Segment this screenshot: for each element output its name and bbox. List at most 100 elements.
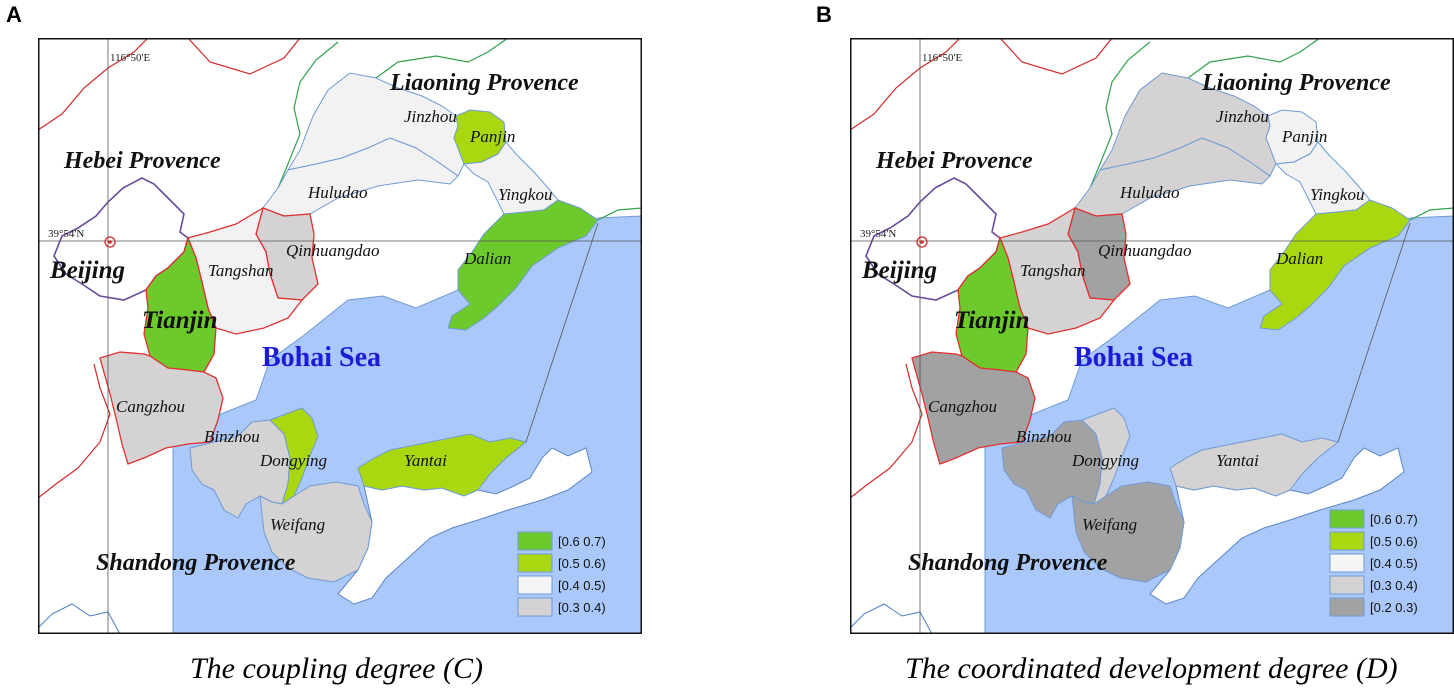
legend-swatch	[517, 531, 553, 551]
legend-swatch	[517, 553, 553, 573]
hebei-label: Hebei Provence	[63, 148, 221, 174]
legend-swatch	[517, 575, 553, 595]
city-label-dalian: Dalian	[1275, 249, 1323, 268]
capital-marker	[916, 236, 928, 248]
caption-a-close: )	[473, 652, 483, 685]
city-label-huludao: Huludao	[1119, 183, 1180, 202]
city-label-qinhuangdao: Qinhuangdao	[286, 241, 380, 260]
region-weifang	[259, 481, 373, 583]
province-border	[850, 38, 961, 131]
legend-label: [0.5 0.6)	[558, 556, 606, 571]
map-frame	[850, 38, 1454, 634]
region-yantai	[357, 433, 528, 497]
map-frame	[38, 38, 642, 634]
legend-swatch	[1329, 575, 1365, 595]
guide-line	[1337, 222, 1411, 443]
legend-swatch	[517, 597, 553, 617]
beijing-label: Beijing	[861, 257, 937, 284]
city-label-yingkou: Yingkou	[498, 185, 552, 204]
province-border	[38, 38, 149, 131]
region-huludao	[1074, 137, 1271, 217]
legend-swatch	[1329, 509, 1365, 529]
legend-label: [0.2 0.3)	[1370, 600, 1418, 615]
caption-a-text: The coupling degree (	[190, 652, 453, 685]
province-border	[1187, 38, 1321, 79]
city-label-panjin: Panjin	[1281, 127, 1327, 146]
region-dalian	[447, 199, 599, 331]
province-border	[38, 363, 111, 499]
city-label-binzhou: Binzhou	[204, 427, 260, 446]
province-border	[850, 363, 923, 499]
city-label-jinzhou: Jinzhou	[1216, 107, 1269, 126]
legend-label: [0.3 0.4)	[1370, 578, 1418, 593]
panel-b-caption: The coordinated development degree (D)	[905, 652, 1398, 686]
panel-a-caption: The coupling degree (C)	[190, 652, 483, 686]
region-tianjin	[143, 235, 217, 373]
caption-b-text: The coordinated development degree (	[905, 652, 1366, 685]
province-border	[1089, 41, 1151, 189]
legend-label: [0.6 0.7)	[1370, 512, 1418, 527]
coordinated-development-map: 116°50'E 39°54'N Liaoning Provence Hebei Pr…	[850, 38, 1454, 634]
bohai-sea-label: Bohai Sea	[262, 342, 381, 373]
region-huludao	[262, 137, 459, 217]
city-label-cangzhou: Cangzhou	[928, 397, 997, 416]
city-label-yingkou: Yingkou	[1310, 185, 1364, 204]
city-label-cangzhou: Cangzhou	[116, 397, 185, 416]
legend-swatch	[1329, 553, 1365, 573]
region-tianjin	[955, 235, 1029, 373]
city-label-tangshan: Tangshan	[1020, 261, 1086, 280]
capital-dot	[920, 240, 924, 244]
region-dongying	[269, 407, 319, 506]
city-label-jinzhou: Jinzhou	[404, 107, 457, 126]
panel-a-letter: A	[6, 2, 22, 27]
shandong-label: Shandong Provence	[908, 550, 1108, 576]
caption-b-var: D	[1365, 652, 1388, 685]
city-label-binzhou: Binzhou	[1016, 427, 1072, 446]
legend-label: [0.3 0.4)	[558, 600, 606, 615]
region-yantai	[1169, 433, 1340, 497]
province-border	[187, 38, 301, 75]
tianjin-label: Tianjin	[954, 307, 1030, 334]
shandong-label: Shandong Provence	[96, 550, 296, 576]
city-label-panjin: Panjin	[469, 127, 515, 146]
city-label-huludao: Huludao	[307, 183, 368, 202]
legend-label: [0.6 0.7)	[558, 534, 606, 549]
hebei-label: Hebei Provence	[875, 148, 1033, 174]
region-dalian	[1259, 199, 1411, 331]
region-weifang	[1071, 481, 1185, 583]
tianjin-label: Tianjin	[142, 307, 218, 334]
river	[38, 603, 121, 634]
capital-dot	[108, 240, 112, 244]
legend-label: [0.4 0.5)	[558, 578, 606, 593]
guide-line	[525, 222, 599, 443]
liaoning-label: Liaoning Provence	[1201, 70, 1391, 96]
province-border	[999, 38, 1113, 75]
province-border	[277, 41, 339, 189]
legend-swatch	[1329, 597, 1365, 617]
longitude-label: 116°50'E	[110, 52, 150, 64]
liaoning-label: Liaoning Provence	[389, 70, 579, 96]
latitude-label: 39°54'N	[860, 228, 896, 240]
city-label-tangshan: Tangshan	[208, 261, 274, 280]
city-label-dalian: Dalian	[463, 249, 511, 268]
capital-marker	[104, 236, 116, 248]
city-label-dongying: Dongying	[1071, 451, 1139, 470]
city-label-weifang: Weifang	[270, 515, 325, 534]
legend-swatch	[1329, 531, 1365, 551]
region-dongying	[1081, 407, 1131, 506]
coupling-degree-map: 116°50'E 39°54'N Liaoning Provence Hebei Pr…	[38, 38, 642, 634]
caption-a-var: C	[452, 652, 473, 685]
legend-label: [0.5 0.6)	[1370, 534, 1418, 549]
city-label-weifang: Weifang	[1082, 515, 1137, 534]
province-border	[375, 38, 509, 79]
panel-b-letter: B	[816, 2, 832, 27]
region-cangzhou	[99, 351, 224, 465]
city-label-qinhuangdao: Qinhuangdao	[1098, 241, 1192, 260]
region-cangzhou	[911, 351, 1036, 465]
province-border	[1409, 207, 1454, 221]
bohai-sea-label: Bohai Sea	[1074, 342, 1193, 373]
caption-b-close: )	[1387, 652, 1398, 685]
latitude-label: 39°54'N	[48, 228, 84, 240]
legend-label: [0.4 0.5)	[1370, 556, 1418, 571]
city-label-yantai: Yantai	[1216, 451, 1259, 470]
